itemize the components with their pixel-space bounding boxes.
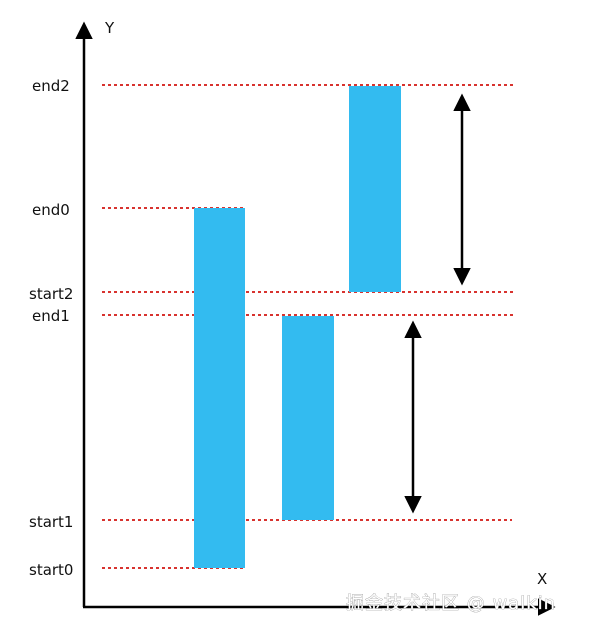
level-label-start1: start1 [29, 513, 73, 531]
watermark: 掘金技术社区 @ walkin [346, 593, 556, 614]
level-label-end2: end2 [32, 77, 70, 95]
bar-0 [194, 208, 245, 568]
x-axis-label: X [537, 570, 547, 588]
level-label-start2: start2 [29, 285, 73, 303]
level-label-end1: end1 [32, 307, 70, 325]
bars [194, 86, 401, 568]
level-label-end0: end0 [32, 201, 70, 219]
y-axis-label: Y [104, 19, 115, 37]
bar-2 [349, 86, 401, 292]
bar-1 [282, 316, 334, 520]
level-label-start0: start0 [29, 561, 73, 579]
